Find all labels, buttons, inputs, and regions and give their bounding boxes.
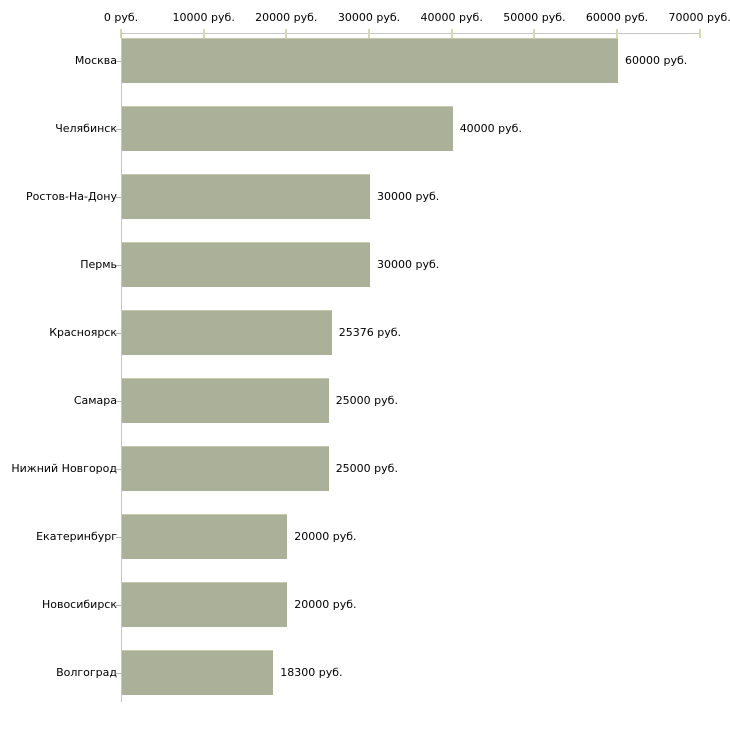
bar-value-label: 25376 руб. [338,326,402,339]
x-axis-tick-label: 40000 руб. [420,11,483,24]
bar-value-label: 20000 руб. [294,530,357,543]
category-label: Екатеринбург [36,530,117,543]
category-label: Нижний Новгород [11,462,117,475]
category-label: Красноярск [49,326,117,339]
category-label: Пермь [80,258,117,271]
x-axis-tick-label: 10000 руб. [172,11,235,24]
x-axis-tick-label: 60000 руб. [585,11,649,24]
bar-value-label: 18300 руб. [280,666,343,679]
category-label: Новосибирск [41,598,117,611]
category-tick-mark [116,197,121,198]
category-tick-mark [116,469,121,470]
y-axis-line [121,33,122,702]
bar-value-label: 60000 руб. [625,54,688,67]
x-axis-tick-label: 0 руб. [103,11,139,24]
category-label: Ростов-На-Дону [25,190,117,203]
category-label: Самара [73,394,117,407]
x-axis-tick-mark [368,29,370,38]
x-axis-tick-mark [285,29,288,38]
x-axis-line [121,33,701,34]
x-axis-tick-mark [616,29,618,38]
category-label: Волгоград [56,666,117,679]
x-axis-tick-mark [450,29,453,38]
bar-value-label: 30000 руб. [377,258,440,271]
category-tick-mark [116,265,121,266]
x-axis-tick-mark [533,29,536,38]
bar [122,106,453,151]
category-tick-mark [116,673,121,674]
category-label: Москва [74,54,117,67]
bar [122,378,329,423]
category-tick-mark [116,537,121,538]
category-tick-mark [116,61,121,62]
bar-value-label: 25000 руб. [335,462,398,475]
category-tick-mark [116,401,121,402]
bar [122,38,618,83]
category-label: Челябинск [55,122,117,135]
bar [122,174,370,219]
x-axis-tick-label: 70000 руб. [668,11,730,24]
bar [122,242,370,287]
x-axis-tick-label: 50000 руб. [503,11,566,24]
x-axis-tick-label: 30000 руб. [337,11,401,24]
bar [122,446,329,491]
x-axis-tick-label: 20000 руб. [255,11,318,24]
bar [122,650,274,695]
bar-value-label: 20000 руб. [294,598,357,611]
category-tick-mark [116,333,121,334]
bar [122,514,288,559]
bar-value-label: 40000 руб. [459,122,522,135]
category-tick-mark [116,129,121,130]
bar [122,582,288,627]
x-axis-tick-mark [202,29,205,38]
category-tick-mark [116,605,121,606]
bar-value-label: 30000 руб. [377,190,440,203]
bar [122,310,332,355]
x-axis-tick-mark [698,29,701,38]
bar-value-label: 25000 руб. [335,394,398,407]
